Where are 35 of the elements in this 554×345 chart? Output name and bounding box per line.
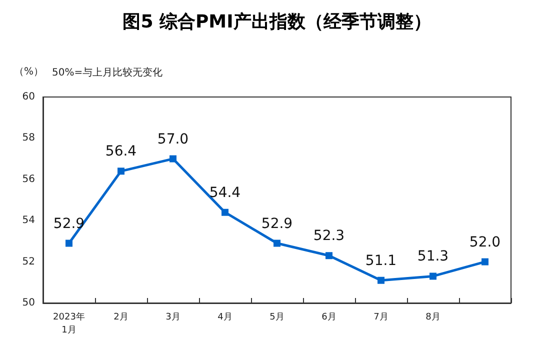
x-tick-label: 7月 xyxy=(374,312,388,322)
x-tick-label: 2023年 1月 xyxy=(53,312,85,336)
data-label: 52.9 xyxy=(53,216,85,232)
y-tick-label: 60 xyxy=(22,92,35,102)
point xyxy=(378,276,384,284)
x-tick-label: 5月 xyxy=(270,312,284,322)
point xyxy=(66,240,72,247)
point xyxy=(274,240,280,247)
point xyxy=(222,208,228,216)
x-tick-label: 4月 xyxy=(218,312,232,322)
x-tick-label: 2月 xyxy=(114,312,128,322)
data-label: 54.4 xyxy=(209,184,241,201)
point xyxy=(482,258,488,266)
point xyxy=(170,155,176,162)
text: 50%=与上月比较无变化 xyxy=(52,66,163,78)
point xyxy=(430,272,436,280)
data-label: 56.4 xyxy=(105,144,137,160)
data-label: 51.3 xyxy=(417,248,449,265)
x-tick-label: 8月 xyxy=(426,312,440,322)
data-label: 52.9 xyxy=(261,216,293,232)
data-label: 52.0 xyxy=(469,234,501,250)
point xyxy=(326,252,332,260)
y-tick-label: 50 xyxy=(22,298,35,308)
y-tick-label: 52 xyxy=(22,256,35,268)
y-tick-label: 56 xyxy=(22,174,35,185)
data-label: 52.3 xyxy=(313,228,345,244)
chart-title: 图5 综合PMI产出指数（经季节调整） xyxy=(122,12,432,32)
x-tick-label: 3月 xyxy=(166,312,180,322)
point xyxy=(118,168,124,175)
data-label: 57.0 xyxy=(157,131,189,148)
y-tick-label: 58 xyxy=(22,132,35,144)
y-axis-title: （%） xyxy=(14,66,44,78)
x-tick-label: 6月 xyxy=(322,312,336,322)
data-label: 51.1 xyxy=(365,252,397,269)
y-tick-label: 54 xyxy=(22,215,35,226)
